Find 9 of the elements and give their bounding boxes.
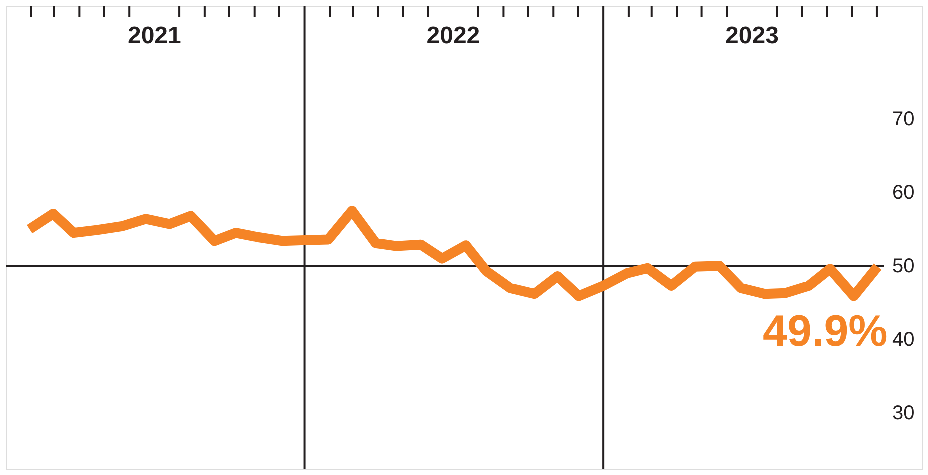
x-tick-label: 2022 xyxy=(426,22,480,50)
y-tick-label: 40 xyxy=(892,329,915,352)
y-tick-label: 30 xyxy=(892,402,915,425)
x-tick-label: 2023 xyxy=(726,22,779,50)
annotation: 49.9% xyxy=(763,306,888,356)
x-tick-label: 2021 xyxy=(128,22,182,50)
y-tick-label: 50 xyxy=(892,256,915,278)
y-tick-label: 70 xyxy=(892,108,915,131)
y-tick-label: 60 xyxy=(892,182,915,204)
